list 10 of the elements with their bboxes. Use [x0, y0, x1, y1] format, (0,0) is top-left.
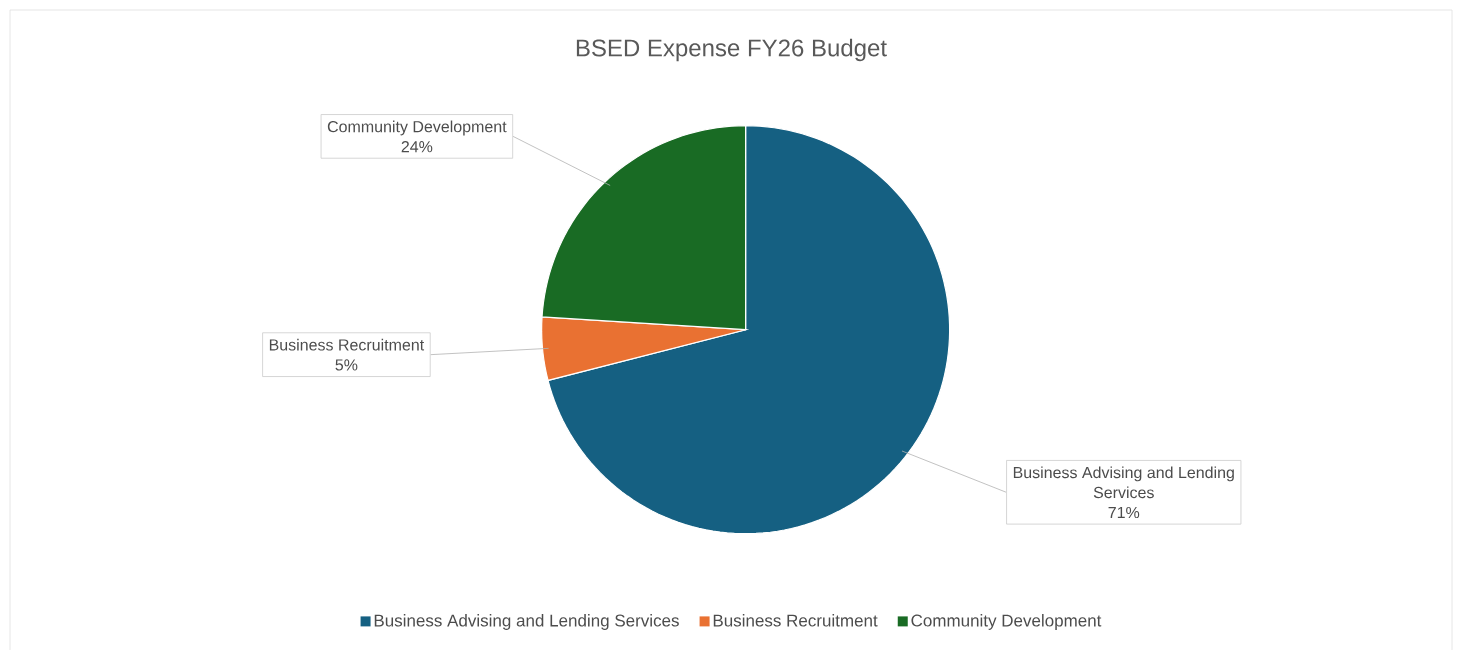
- slice-label: Community Development: [327, 120, 507, 136]
- chart-title: BSED Expense FY26 Budget: [576, 38, 887, 62]
- legend-label: Business Advising and Lending Services: [374, 614, 679, 630]
- data-label: 24%: [401, 140, 433, 153]
- legend-label: Business Recruitment: [713, 614, 878, 627]
- slice-label: Business Advising and Lending Services: [1013, 466, 1234, 499]
- data-label: 71%: [1108, 506, 1140, 519]
- legend-label: Community Development: [911, 614, 1102, 630]
- data-label: 5%: [335, 359, 358, 371]
- slice-label: Business Recruitment: [269, 338, 425, 351]
